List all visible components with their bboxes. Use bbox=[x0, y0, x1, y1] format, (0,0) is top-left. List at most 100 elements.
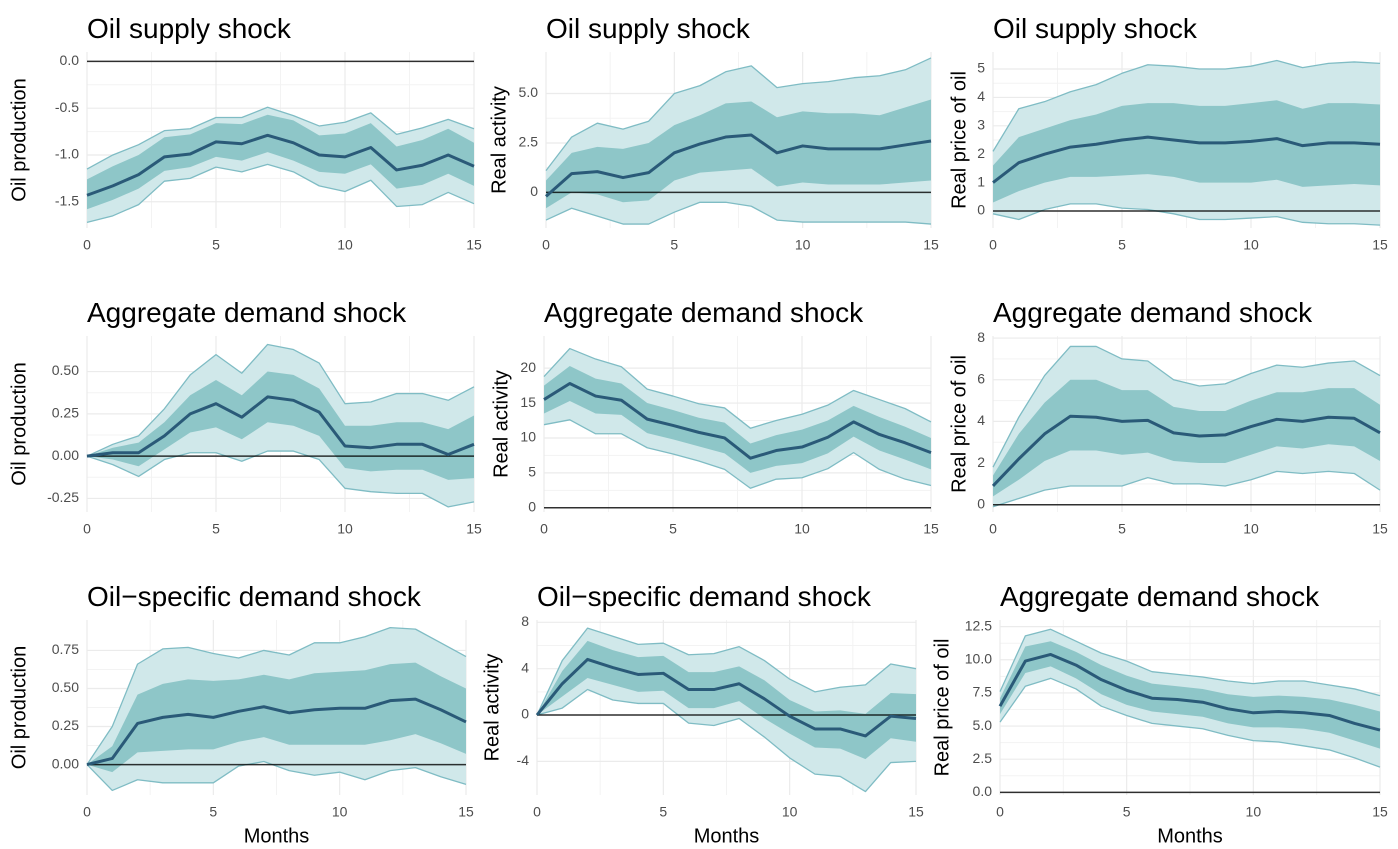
y-tick-label: 0 bbox=[977, 495, 985, 511]
outer-band-edge bbox=[86, 626, 467, 765]
outer-band-edge bbox=[545, 201, 932, 225]
outer-band-edge bbox=[86, 760, 467, 792]
inner-band bbox=[87, 371, 474, 480]
y-tick-label: 0.0 bbox=[60, 52, 80, 68]
y-tick-label: 0 bbox=[528, 499, 536, 515]
x-axis-title: Months bbox=[244, 825, 310, 847]
y-tick-label: 0.50 bbox=[52, 679, 79, 695]
panel-title: Aggregate demand shock bbox=[1000, 581, 1320, 612]
y-axis-title: Oil production bbox=[8, 646, 30, 769]
inner-band bbox=[87, 662, 466, 773]
x-tick-label: 10 bbox=[782, 804, 798, 820]
y-tick-label: 4 bbox=[977, 88, 985, 104]
median-line bbox=[86, 395, 475, 458]
y-axis-title: Real price of oil bbox=[948, 71, 970, 209]
x-tick-label: 15 bbox=[1372, 521, 1388, 537]
y-tick-label: 0.00 bbox=[52, 447, 79, 463]
panel-title: Oil supply shock bbox=[87, 13, 292, 44]
median-line bbox=[545, 133, 932, 198]
y-axis-title: Real activity bbox=[481, 654, 503, 762]
y-tick-label: 10 bbox=[520, 429, 536, 445]
inner-band bbox=[546, 99, 931, 209]
y-tick-label: 5 bbox=[528, 464, 536, 480]
y-tick-label: 0.50 bbox=[52, 362, 79, 378]
outer-band-edge bbox=[999, 677, 1381, 768]
panel-title: Aggregate demand shock bbox=[993, 297, 1313, 328]
y-tick-label: 2 bbox=[977, 454, 985, 470]
y-tick-label: 0.00 bbox=[52, 755, 79, 771]
panel-title: Aggregate demand shock bbox=[87, 297, 407, 328]
x-tick-label: 5 bbox=[670, 237, 678, 253]
outer-band-edge bbox=[992, 470, 1381, 508]
y-tick-label: 5 bbox=[977, 60, 985, 76]
y-tick-label: 8 bbox=[977, 329, 985, 345]
x-tick-label: 5 bbox=[209, 804, 217, 820]
x-tick-label: 15 bbox=[1372, 804, 1388, 820]
x-tick-label: 0 bbox=[989, 237, 997, 253]
y-tick-label: 2.5 bbox=[973, 750, 993, 766]
panel-title: Oil supply shock bbox=[993, 13, 1198, 44]
outer-band-edge bbox=[992, 345, 1381, 468]
outer-band-edge bbox=[543, 347, 932, 429]
x-tick-label: 5 bbox=[212, 237, 220, 253]
x-tick-label: 0 bbox=[533, 804, 541, 820]
y-tick-label: 3 bbox=[977, 117, 985, 133]
y-tick-label: 5.0 bbox=[973, 717, 993, 733]
outer-band-edge bbox=[86, 163, 475, 224]
inner-band bbox=[544, 366, 931, 473]
x-tick-label: 5 bbox=[669, 521, 677, 537]
inner-band bbox=[993, 100, 1380, 203]
y-axis-title: Real activity bbox=[488, 86, 510, 194]
x-tick-label: 10 bbox=[337, 521, 353, 537]
outer-band-edge bbox=[543, 419, 932, 489]
x-tick-label: 15 bbox=[908, 804, 924, 820]
inner-band bbox=[993, 379, 1380, 497]
y-tick-label: 6 bbox=[977, 370, 985, 386]
median-line bbox=[992, 135, 1381, 184]
median-line bbox=[991, 414, 1381, 487]
x-tick-label: 10 bbox=[794, 521, 810, 537]
y-tick-label: 0 bbox=[521, 706, 529, 722]
y-tick-label: 0.25 bbox=[52, 405, 79, 421]
y-tick-label: 10.0 bbox=[965, 650, 992, 666]
x-axis-title: Months bbox=[1157, 825, 1223, 847]
inner-band bbox=[87, 114, 474, 210]
x-tick-label: 0 bbox=[989, 521, 997, 537]
y-tick-label: 0 bbox=[977, 202, 985, 218]
outer-band-edge bbox=[86, 106, 475, 170]
x-tick-label: 15 bbox=[466, 237, 482, 253]
median-line bbox=[998, 652, 1381, 732]
x-axis-title: Months bbox=[694, 825, 760, 847]
outer-band-edge bbox=[536, 627, 917, 716]
panel-title: Oil supply shock bbox=[546, 13, 751, 44]
x-tick-label: 0 bbox=[542, 237, 550, 253]
x-tick-label: 5 bbox=[1118, 237, 1126, 253]
x-tick-label: 0 bbox=[540, 521, 548, 537]
y-tick-label: -1.0 bbox=[55, 146, 79, 162]
outer-band-edge bbox=[536, 688, 917, 793]
panel-title: Oil−specific demand shock bbox=[87, 581, 422, 612]
y-tick-label: 0.25 bbox=[52, 717, 79, 733]
x-tick-label: 0 bbox=[996, 804, 1004, 820]
y-axis-title: Oil production bbox=[8, 362, 30, 485]
y-tick-label: 2 bbox=[977, 145, 985, 161]
x-tick-label: 5 bbox=[659, 804, 667, 820]
panel-title: Oil−specific demand shock bbox=[537, 581, 872, 612]
x-tick-label: 15 bbox=[458, 804, 474, 820]
median-line bbox=[535, 657, 917, 738]
y-axis-title: Real activity bbox=[490, 370, 512, 478]
y-tick-label: 0.75 bbox=[52, 641, 79, 657]
y-tick-label: -0.25 bbox=[47, 489, 79, 505]
y-axis-title: Real price of oil bbox=[931, 639, 953, 777]
x-tick-label: 10 bbox=[1246, 804, 1262, 820]
y-tick-label: 8 bbox=[521, 613, 529, 629]
panel-title: Aggregate demand shock bbox=[544, 297, 864, 328]
x-tick-label: 10 bbox=[332, 804, 348, 820]
y-tick-label: 5.0 bbox=[519, 84, 539, 100]
y-axis-title: Oil production bbox=[8, 78, 30, 201]
x-tick-label: 10 bbox=[1243, 521, 1259, 537]
x-tick-label: 15 bbox=[923, 237, 939, 253]
outer-band-edge bbox=[545, 57, 932, 172]
